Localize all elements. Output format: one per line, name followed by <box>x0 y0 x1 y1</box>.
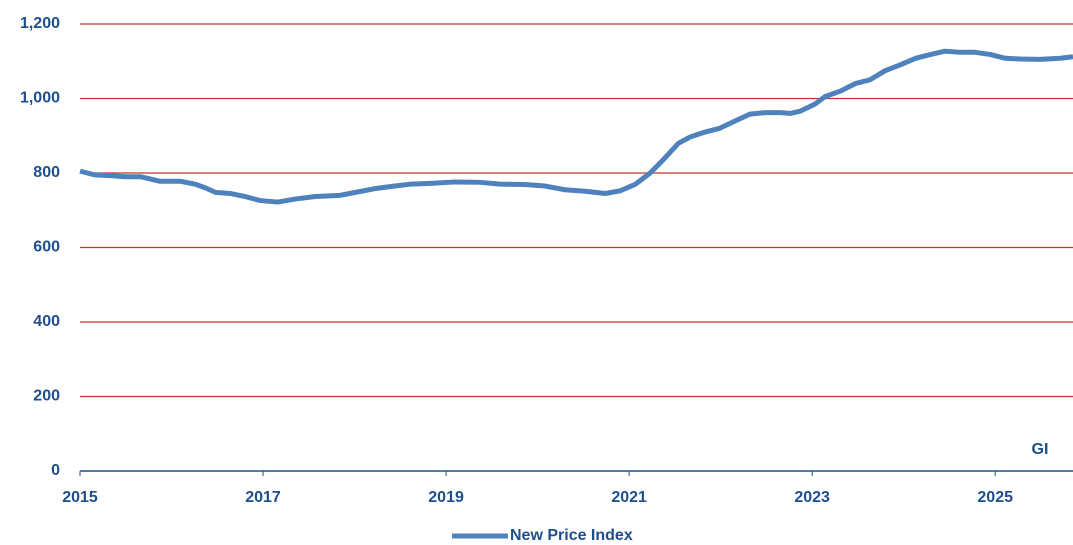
y-tick-label: 600 <box>33 239 60 256</box>
y-tick-label: 800 <box>33 164 60 181</box>
x-tick-label: 2017 <box>245 489 281 506</box>
legend-label: New Price Index <box>510 527 633 544</box>
x-tick-label: 2019 <box>428 489 464 506</box>
y-tick-label: 1,000 <box>20 90 60 107</box>
y-tick-label: 1,200 <box>20 15 60 32</box>
x-tick-label: 2021 <box>611 489 647 506</box>
y-tick-label: 200 <box>33 388 60 405</box>
y-tick-label: 0 <box>51 462 60 479</box>
x-tick-label: 2025 <box>977 489 1013 506</box>
annotation: GI <box>1032 441 1049 458</box>
y-tick-label: 400 <box>33 313 60 330</box>
x-tick-label: 2023 <box>794 489 830 506</box>
series-line <box>79 48 1073 205</box>
x-tick-label: 2015 <box>62 489 98 506</box>
